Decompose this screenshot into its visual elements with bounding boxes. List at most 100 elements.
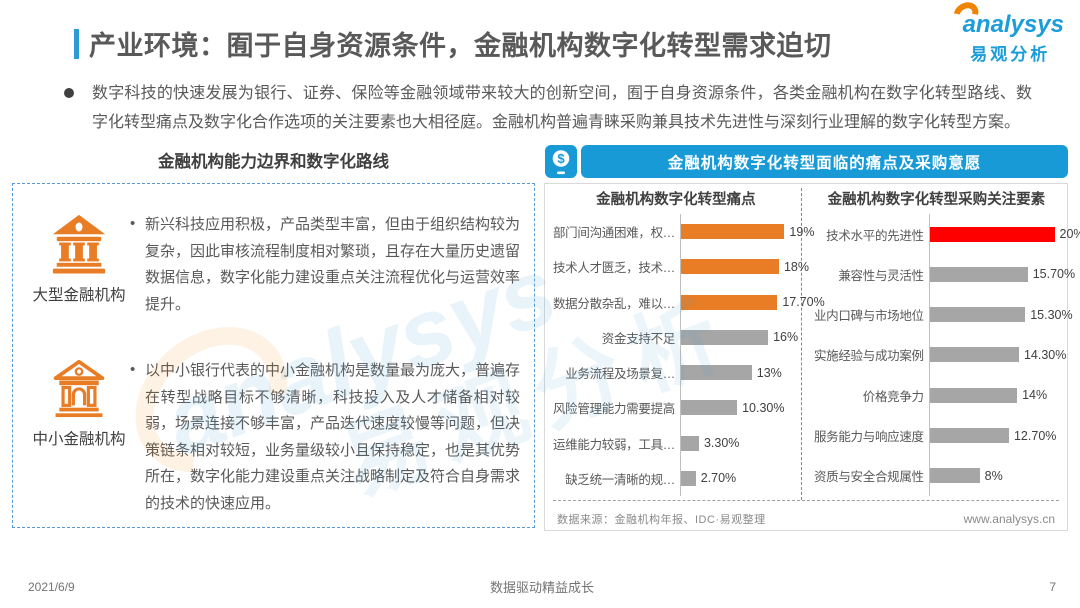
bar [929, 468, 980, 484]
value-label: 3.30% [703, 436, 740, 451]
analysys-logo: analysys 易观分析 [948, 0, 1064, 65]
value-label: 19% [789, 224, 815, 239]
svg-text:$: $ [557, 151, 565, 166]
bullet-dot-icon [64, 88, 74, 98]
bar [681, 329, 769, 345]
bar [929, 307, 1026, 323]
bar [929, 226, 1055, 242]
data-source: 数据来源：金融机构年报、IDC·易观整理 [557, 514, 766, 526]
bar-track: 15.70% [928, 254, 1075, 295]
bar-track: 8% [928, 455, 1067, 496]
chart-row: 数据分散杂乱，难以… 17.70% [551, 284, 825, 320]
chart-row: 技术人才匮乏，技术… 18% [551, 249, 809, 285]
banner-title: 金融机构数字化转型面临的痛点及采购意愿 [581, 145, 1068, 178]
chart-row: 技术水平的先进性 20% [806, 214, 1080, 255]
purchase-chart-title: 金融机构数字化转型采购关注要素 [827, 192, 1046, 208]
bar [929, 428, 1009, 444]
category-label: 资质与安全合规属性 [813, 470, 924, 485]
bar [681, 365, 752, 381]
category-label: 服务能力与响应速度 [813, 430, 924, 445]
category-label: 业务流程及场景复… [565, 367, 675, 382]
logo-brand-text: analysys [948, 0, 1064, 38]
website-url: www.analysys.cn [963, 512, 1055, 526]
category-label: 技术人才匮乏，技术… [552, 261, 675, 276]
value-label: 15.30% [1030, 307, 1073, 322]
chart-row: 服务能力与响应速度 12.70% [806, 415, 1067, 456]
value-label: 17.70% [782, 295, 825, 310]
category-label: 资金支持不足 [601, 331, 676, 346]
value-label: 16% [773, 330, 799, 345]
bar-track: 16% [680, 319, 801, 355]
bank-solid-icon [52, 214, 106, 274]
chart-row: 价格竞争力 14% [806, 375, 1067, 416]
logo-brand: analysys [962, 11, 1064, 38]
purchase-factors-chart: 金融机构数字化转型采购关注要素 技术水平的先进性 20% 兼容性与灵活性 15.70%… [800, 188, 1080, 500]
value-label: 10.30% [742, 400, 785, 415]
value-label: 14% [1022, 388, 1048, 403]
bar [681, 400, 738, 416]
value-label: 15.70% [1032, 267, 1076, 282]
bar-track: 17.70% [680, 284, 825, 320]
bar-track: 14.30% [928, 334, 1067, 376]
bar-track: 20% [928, 214, 1080, 255]
bar [681, 224, 785, 240]
bar [681, 435, 699, 451]
category-label: 运维能力较弱，工具… [552, 437, 675, 452]
small-institution-block: 中小金融机构 以中小银行代表的中小金融机构是数量最为庞大，普遍存在转型战略目标不… [13, 318, 534, 517]
bar-track: 3.30% [680, 425, 801, 461]
right-section-banner: $ 金融机构数字化转型面临的痛点及采购意愿 [544, 145, 1068, 178]
chart-row: 风险管理能力需要提高 10.30% [551, 390, 801, 426]
large-institution-icon-col: 大型金融机构 [29, 212, 129, 318]
chart-row: 实施经验与成功案例 14.30% [806, 334, 1067, 376]
mobile-payment-icon: $ [545, 145, 577, 178]
chart-row: 资质与安全合规属性 8% [806, 455, 1067, 496]
bar-track: 19% [680, 214, 814, 250]
page-number: 7 [1049, 579, 1057, 594]
intro-text: 数字科技的快速发展为银行、证券、保险等金融领域带来较大的创新空间，囿于自身资源条… [92, 85, 1032, 131]
category-label: 技术水平的先进性 [826, 228, 924, 243]
value-label: 13% [756, 365, 782, 380]
category-label: 业内口碑与市场地位 [813, 309, 924, 324]
chart-row: 部门间沟通困难，权… 19% [551, 214, 814, 250]
capability-panel: 大型金融机构 新兴科技应用积极，产品类型丰富，但由于组织结构较为复杂，因此审核流… [12, 183, 535, 528]
footer-slogan: 数据驱动精益成长 [490, 580, 595, 595]
purchase-chart-rows: 技术水平的先进性 20% 兼容性与灵活性 15.70% 业内口碑与市场地位 15.30% 实… [806, 214, 1080, 500]
chart-row: 资金支持不足 16% [551, 319, 801, 355]
bar-track: 10.30% [680, 390, 801, 426]
category-label: 风险管理能力需要提高 [552, 402, 675, 417]
intro-paragraph: 数字科技的快速发展为银行、证券、保险等金融领域带来较大的创新空间，囿于自身资源条… [64, 79, 1032, 137]
category-label: 部门间沟通困难，权… [552, 226, 675, 241]
bar [681, 294, 778, 310]
value-label: 20% [1059, 227, 1080, 242]
chart-row: 运维能力较弱，工具… 3.30% [551, 425, 801, 461]
pain-points-chart: 金融机构数字化转型痛点 部门间沟通困难，权… 19% 技术人才匮乏，技术… 18% 数据… [545, 188, 825, 500]
small-institution-label: 中小金融机构 [32, 431, 126, 448]
chart-row: 缺乏统一清晰的规… 2.70% [551, 460, 801, 496]
chart-row: 业内口碑与市场地位 15.30% [806, 294, 1073, 335]
category-label: 兼容性与灵活性 [838, 268, 924, 283]
main-content: 金融机构能力边界和数字化路线 [12, 145, 1080, 531]
painpoints-section: $ 金融机构数字化转型面临的痛点及采购意愿 金融机构数字化转型痛点 部门间沟通困… [544, 145, 1080, 531]
page-title: 产业环境：囿于自身资源条件，金融机构数字化转型需求迫切 [89, 31, 832, 61]
bar [929, 347, 1019, 363]
charts-area: 金融机构数字化转型痛点 部门间沟通困难，权… 19% 技术人才匮乏，技术… 18% 数据… [545, 184, 1080, 500]
large-institution-text: 新兴科技应用积极，产品类型丰富，但由于组织结构较为复杂，因此审核流程制度相对繁琐… [129, 211, 520, 318]
small-institution-text: 以中小银行代表的中小金融机构是数量最为庞大，普遍存在转型战略目标不够清晰，科技投… [129, 357, 520, 517]
chart-row: 兼容性与灵活性 15.70% [806, 254, 1075, 295]
bar-track: 18% [680, 249, 809, 285]
small-institution-icon-col: 中小金融机构 [29, 358, 129, 517]
pain-chart-title: 金融机构数字化转型痛点 [596, 192, 756, 208]
bar-track: 2.70% [680, 460, 801, 496]
title-accent-bar [74, 28, 79, 59]
bar [681, 470, 696, 486]
category-label: 缺乏统一清晰的规… [565, 472, 675, 487]
pain-chart-rows: 部门间沟通困难，权… 19% 技术人才匮乏，技术… 18% 数据分散杂乱，难以… 17.7… [551, 214, 825, 500]
bar-track: 13% [680, 355, 801, 391]
value-label: 14.30% [1023, 347, 1067, 362]
source-row: 数据来源：金融机构年报、IDC·易观整理 www.analysys.cn [553, 500, 1059, 530]
chart-row: 业务流程及场景复… 13% [551, 355, 801, 391]
value-label: 18% [783, 259, 810, 274]
bar-track: 12.70% [928, 415, 1067, 456]
large-institution-block: 大型金融机构 新兴科技应用积极，产品类型丰富，但由于组织结构较为复杂，因此审核流… [13, 188, 534, 318]
